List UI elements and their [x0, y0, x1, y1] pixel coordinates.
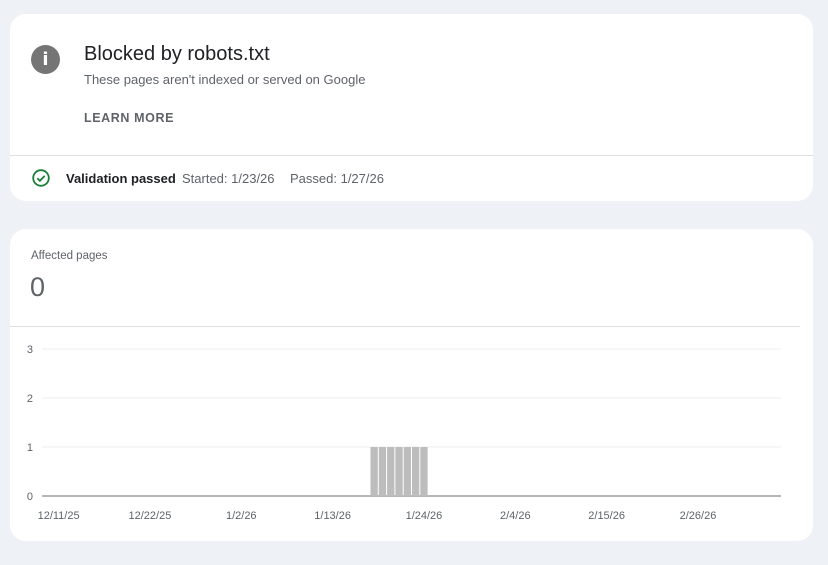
validation-passed: Passed: 1/27/26	[290, 171, 384, 186]
y-tick-label: 3	[27, 344, 33, 356]
x-tick-label: 1/13/26	[314, 510, 351, 522]
affected-pages-count: 0	[30, 272, 46, 302]
validation-status: Validation passed	[66, 171, 176, 186]
affected-pages-label: Affected pages	[31, 250, 108, 262]
x-tick-label: 12/22/25	[129, 510, 172, 522]
learn-more-button[interactable]: LEARN MORE	[84, 111, 175, 125]
bar	[412, 447, 420, 496]
bar	[395, 447, 403, 496]
issue-subtitle: These pages aren't indexed or served on …	[84, 72, 366, 87]
y-tick-label: 1	[27, 442, 33, 454]
bar	[420, 447, 428, 496]
x-tick-label: 1/24/26	[406, 510, 443, 522]
y-tick-label: 0	[27, 491, 33, 503]
x-tick-label: 1/2/26	[226, 510, 257, 522]
bar	[378, 447, 387, 496]
y-tick-label: 2	[27, 393, 33, 405]
info-icon: i	[31, 45, 60, 74]
affected-pages-card: Affected pages 0	[10, 229, 813, 541]
x-tick-label: 2/4/26	[500, 510, 531, 522]
divider	[10, 155, 813, 156]
x-tick-label: 2/15/26	[588, 510, 625, 522]
validation-started: Started: 1/23/26	[182, 171, 275, 186]
issue-title: Blocked by robots.txt	[84, 43, 270, 65]
issue-card: i Blocked by robots.txt These pages aren…	[10, 14, 813, 201]
bar	[403, 447, 411, 496]
bar	[370, 447, 378, 496]
check-circle-icon	[32, 169, 50, 187]
x-tick-label: 2/26/26	[680, 510, 717, 522]
divider	[10, 326, 800, 327]
bar	[387, 447, 395, 496]
x-tick-label: 12/11/25	[38, 510, 80, 522]
